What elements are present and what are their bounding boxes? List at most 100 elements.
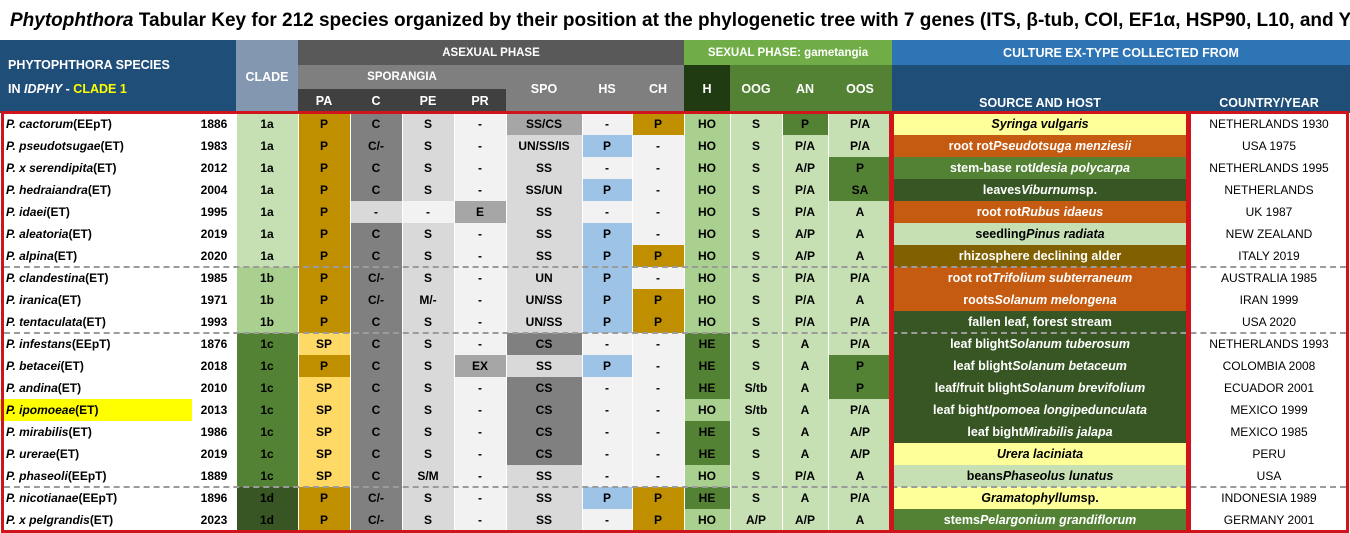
pr-cell: - <box>454 333 506 355</box>
country-year-cell: USA 1975 <box>1241 139 1297 153</box>
ch-cell: - <box>632 201 684 223</box>
oos-cell: P/A <box>828 311 892 333</box>
ch-cell: - <box>632 179 684 201</box>
source-host-cell: fallen leaf, forest stream <box>892 311 1188 333</box>
species-name: P. ipomoeae (ET) <box>0 399 192 421</box>
pa-cell: SP <box>298 421 350 443</box>
species-binomial: P. pseudotsugae <box>6 139 101 153</box>
oos-cell: A/P <box>828 443 892 465</box>
an-cell: P <box>782 113 828 135</box>
year-cell: 2018 <box>200 359 228 373</box>
source-suffix: sp. <box>1079 183 1098 197</box>
clade-cell: 1b <box>236 311 298 333</box>
source-host-cell: stems Pelargonium grandiflorum <box>892 509 1188 531</box>
column-separator <box>506 113 507 531</box>
pr-cell: - <box>454 223 506 245</box>
oog-cell: S <box>730 179 782 201</box>
hs-cell: - <box>582 333 632 355</box>
host-binomial: Gramatophyllum <box>981 491 1081 505</box>
oog-cell: S <box>730 113 782 135</box>
year-cell: 2004 <box>200 183 228 197</box>
ch-cell: - <box>632 157 684 179</box>
spo-cell: SS <box>506 201 582 223</box>
ch-cell: - <box>632 421 684 443</box>
pa-cell: P <box>298 311 350 333</box>
source-text: fallen leaf, forest stream <box>968 315 1112 329</box>
hs-cell: - <box>582 421 632 443</box>
pr-cell: - <box>454 267 506 289</box>
clade-cell: 1a <box>236 245 298 267</box>
oos-cell: P <box>828 377 892 399</box>
spo-cell: CS <box>506 333 582 355</box>
species-binomial: P. aleatoria <box>6 227 69 241</box>
clade-cell: 1c <box>236 399 298 421</box>
an-cell: P/A <box>782 267 828 289</box>
year-cell: 2023 <box>200 513 228 527</box>
an-cell: A/P <box>782 223 828 245</box>
spo-cell: CS <box>506 377 582 399</box>
hs-cell: - <box>582 201 632 223</box>
h-cell: HO <box>684 223 730 245</box>
species-header-sep: - <box>62 81 74 96</box>
species-name: P. iranica (ET) <box>0 289 192 311</box>
oog-cell: S <box>730 267 782 289</box>
oos-cell: A <box>828 289 892 311</box>
col-header-spo: SPO <box>506 65 582 113</box>
column-separator <box>582 113 583 531</box>
oos-cell: P/A <box>828 333 892 355</box>
country-year-cell: ITALY 2019 <box>1238 249 1300 263</box>
oog-cell: S/tb <box>730 399 782 421</box>
clade-cell: 1c <box>236 421 298 443</box>
pr-cell: - <box>454 465 506 487</box>
host-binomial: Trifolium subterraneum <box>992 271 1133 285</box>
spo-cell: SS <box>506 509 582 531</box>
c-cell: C <box>350 443 402 465</box>
species-name: P. hedraiandra (ET) <box>0 179 192 201</box>
species-binomial: P. iranica <box>6 293 58 307</box>
an-cell: A/P <box>782 245 828 267</box>
source-text: stem-base rot <box>950 161 1032 175</box>
pr-cell: - <box>454 179 506 201</box>
source-text: leaf bight <box>967 425 1023 439</box>
pe-cell: S <box>402 245 454 267</box>
hs-cell: P <box>582 223 632 245</box>
ch-cell: P <box>632 311 684 333</box>
species-type-tag: (ET) <box>68 227 92 241</box>
species-binomial: P. tentaculata <box>6 315 83 329</box>
country-year-cell: ECUADOR 2001 <box>1223 381 1315 395</box>
oog-cell: S/tb <box>730 377 782 399</box>
species-header-title: PHYTOPHTHORA SPECIES <box>8 57 170 72</box>
source-host-cell: leaf bight Ipomoea longipedunculata <box>892 399 1188 421</box>
hs-cell: - <box>582 509 632 531</box>
species-name: P. nicotianae (EEpT) <box>0 487 192 509</box>
oos-cell: P <box>828 157 892 179</box>
host-binomial: Solanum melongena <box>994 293 1117 307</box>
host-binomial: Solanum betaceum <box>1012 359 1127 373</box>
column-separator <box>828 113 829 531</box>
ch-cell: - <box>632 355 684 377</box>
species-name: P. andina (ET) <box>0 377 192 399</box>
h-cell: HO <box>684 157 730 179</box>
country-year-cell: NEW ZEALAND <box>1225 227 1313 241</box>
oos-cell: A/P <box>828 421 892 443</box>
h-cell: HO <box>684 465 730 487</box>
clade-cell: 1a <box>236 135 298 157</box>
pe-cell: S <box>402 509 454 531</box>
c-cell: C/- <box>350 509 402 531</box>
oos-cell: P/A <box>828 399 892 421</box>
title-genus: Phytophthora <box>10 10 134 31</box>
pe-cell: S <box>402 443 454 465</box>
species-type-tag: (EEpT) <box>78 491 118 505</box>
species-binomial: P. idaei <box>6 205 47 219</box>
pe-cell: S <box>402 267 454 289</box>
source-host-cell: seedling Pinus radiata <box>892 223 1188 245</box>
c-cell: C <box>350 465 402 487</box>
pe-cell: S/M <box>402 465 454 487</box>
country-year-cell: NETHERLANDS 1993 <box>1209 337 1329 351</box>
species-type-tag: (EEpT) <box>73 117 112 131</box>
pr-cell: EX <box>454 355 506 377</box>
spo-cell: SS <box>506 465 582 487</box>
pr-cell: - <box>454 157 506 179</box>
h-cell: HO <box>684 179 730 201</box>
oos-cell: P <box>828 355 892 377</box>
